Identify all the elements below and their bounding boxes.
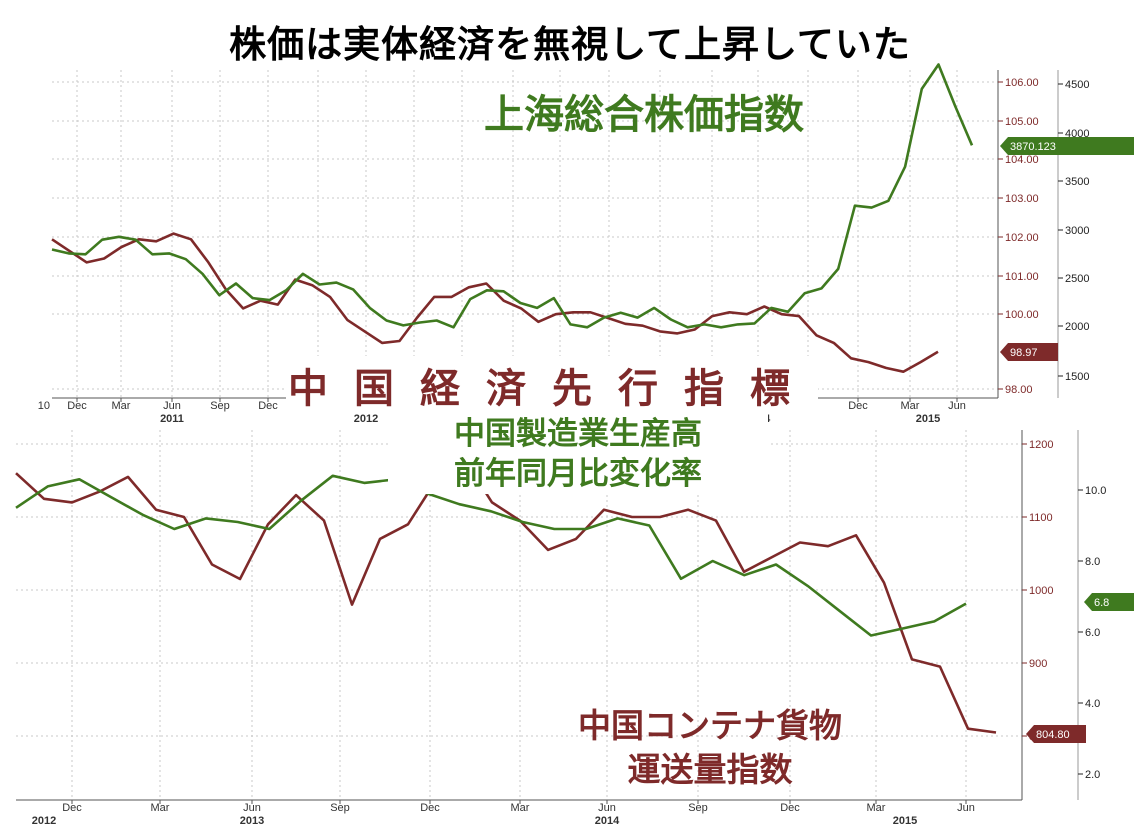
chart2-xtick-label: Sep	[330, 802, 350, 814]
chart1-year-label: 2012	[354, 413, 378, 425]
chart2-yleft-label: 900	[1029, 658, 1047, 670]
chart2-yleft-label: 1100	[1029, 512, 1053, 524]
container-freight-label-line2: 運送量指数	[627, 750, 793, 789]
chart1-xtick-label: Jun	[948, 400, 966, 412]
chart1-yleft-label: 105.00	[1005, 116, 1039, 128]
chart2-last-value-tag	[1026, 725, 1086, 743]
manufacturing-output-label-line1: 中国製造業生産高	[454, 416, 702, 452]
chart1-yleft-label: 100.00	[1005, 309, 1039, 321]
chart1-xtick-label: Dec	[848, 400, 868, 412]
chart2-yright-label: 6.0	[1085, 627, 1100, 639]
chart1-xtick-label: Mar	[901, 400, 920, 412]
chart1-last-value-label: 98.97	[1010, 347, 1038, 359]
chart2-xtick-label: Jun	[243, 802, 261, 814]
chart1-yright-label: 3000	[1065, 225, 1089, 237]
chart1-xtick-label: Dec	[67, 400, 87, 412]
chart1-yright-label: 1500	[1065, 371, 1089, 383]
chart1-yleft-label: 103.00	[1005, 193, 1039, 205]
chart2-xtick-label: Mar	[511, 802, 530, 814]
chart2-xtick-label: Jun	[598, 802, 616, 814]
chart1-yleft-label: 98.00	[1005, 384, 1033, 396]
chart1-xtick-label: Sep	[210, 400, 230, 412]
chart2-series-line	[15, 457, 997, 734]
shanghai-index-label: 上海総合株価指数	[484, 92, 804, 138]
chart2-yright-label: 2.0	[1085, 769, 1100, 781]
chart1-yright-label: 2000	[1065, 321, 1089, 333]
chart2-yright-label: 4.0	[1085, 698, 1100, 710]
chart1-yright-label: 3500	[1065, 176, 1089, 188]
chart2-year-label: 2013	[240, 815, 264, 827]
chart2-last-value-tag	[1084, 593, 1134, 611]
chart1-last-value-label: 3870.123	[1010, 141, 1056, 153]
chart1-yright-label: 2500	[1065, 273, 1089, 285]
chart1-edge-label: 10	[38, 400, 50, 412]
container-freight-label: 中国コンテナ貨物 運送量指数	[540, 704, 880, 792]
chart2-yright-label: 10.0	[1085, 485, 1106, 497]
chart2-year-label: 2014	[595, 815, 620, 827]
chart2-xtick-label: Jun	[957, 802, 975, 814]
chart1-year-label: 2015	[916, 413, 940, 425]
page-title: 株価は実体経済を無視して上昇していた	[229, 23, 911, 66]
chart2-xtick-label: Mar	[867, 802, 886, 814]
chart2-yleft-label: 1200	[1029, 439, 1053, 451]
chart2-year-label: 2015	[893, 815, 917, 827]
chart2-last-value-label: 804.80	[1036, 729, 1070, 741]
chart1-last-value-tag	[1000, 343, 1058, 361]
chart2-year-label: 2012	[32, 815, 56, 827]
chart2-yleft-label: 1000	[1029, 585, 1053, 597]
chart1-last-value-tag	[1000, 137, 1134, 155]
chart1-year-label: 2011	[160, 413, 184, 425]
leading-indicator-label: 中国経済先行指標	[286, 356, 818, 414]
chart2-series-line	[15, 474, 967, 637]
chart1-series-line	[51, 63, 974, 329]
manufacturing-output-label: 中国製造業生産高 前年同月比変化率	[388, 414, 768, 494]
manufacturing-output-label-line2: 前年同月比変化率	[454, 456, 702, 492]
chart2-xtick-label: Sep	[688, 802, 708, 814]
chart1-xtick-label: Dec	[258, 400, 278, 412]
chart1-xtick-label: Jun	[163, 400, 181, 412]
chart1-yleft-label: 104.00	[1005, 154, 1039, 166]
chart2-last-value-label: 6.8	[1094, 597, 1109, 609]
chart1-yright-label: 4500	[1065, 79, 1089, 91]
chart1-xtick-label: Mar	[112, 400, 131, 412]
chart2-xtick-label: Dec	[780, 802, 800, 814]
chart2-xtick-label: Mar	[151, 802, 170, 814]
chart2-xtick-label: Dec	[62, 802, 82, 814]
chart1-series-line	[51, 232, 939, 374]
chart1-yleft-label: 106.00	[1005, 77, 1039, 89]
chart1-yleft-label: 101.00	[1005, 271, 1039, 283]
chart2-yright-label: 8.0	[1085, 556, 1100, 568]
chart-2: Dec Mar Jun Sep Dec Mar Jun Sep Dec Mar Jun 2012 201…	[15, 430, 1134, 827]
chart2-xtick-label: Dec	[420, 802, 440, 814]
chart1-yleft-label: 102.00	[1005, 232, 1039, 244]
container-freight-label-line1: 中国コンテナ貨物	[578, 706, 842, 745]
